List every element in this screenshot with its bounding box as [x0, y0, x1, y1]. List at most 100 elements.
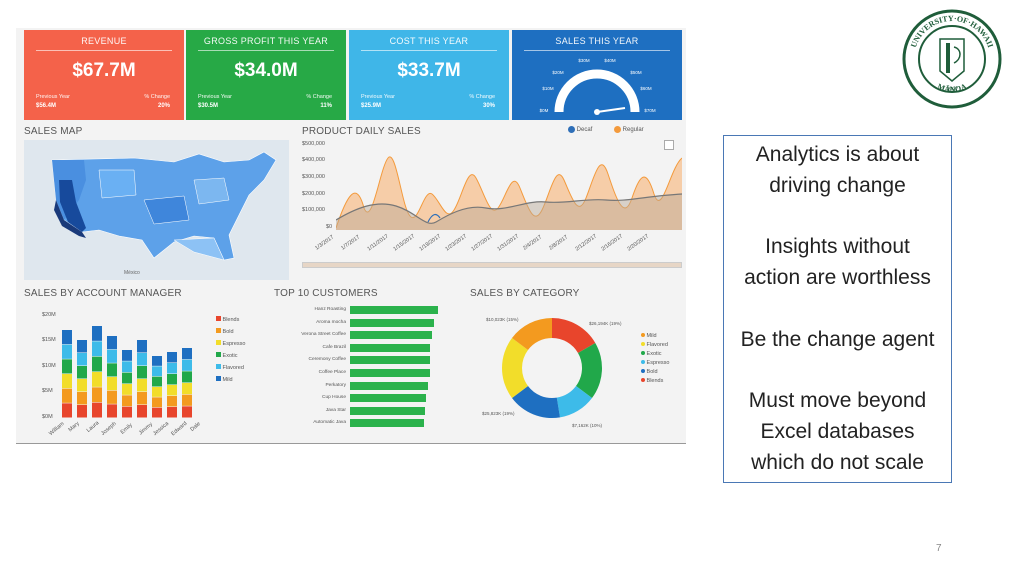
legend-item: Bold — [216, 328, 234, 335]
bar-segment — [167, 396, 177, 407]
textbox-line: Must move beyond — [748, 389, 927, 412]
bar-segment — [137, 366, 147, 379]
bar-segment — [77, 379, 87, 392]
donut-slice — [502, 338, 528, 398]
x-tick: Jimmy — [137, 421, 154, 437]
kpi-sub-left: Previous Year — [36, 94, 70, 100]
customer-bar — [350, 369, 430, 377]
bar-segment — [167, 407, 177, 418]
account-manager-chart — [62, 326, 192, 418]
customer-bar — [350, 381, 428, 390]
gauge-tick: $60M — [640, 86, 652, 91]
x-tick: Jessica — [152, 420, 171, 438]
sales-map: México — [24, 140, 289, 280]
kpi-sales-gauge: SALES THIS YEAR $30M $40M $20M $50M $10M… — [512, 30, 682, 120]
textbox-line: which do not scale — [751, 451, 924, 474]
y-tick: $200,000 — [302, 191, 325, 197]
textbox-line: Analytics is about — [755, 143, 920, 166]
customer-label: Verona Street Coffee — [301, 332, 346, 338]
gauge-chart: $30M $40M $20M $50M $10M $60M $0M $70M — [540, 58, 656, 115]
kpi-sub-right: % Change — [144, 94, 170, 100]
y-tick: $20M — [42, 312, 56, 318]
sales-by-category-title: SALES BY CATEGORY — [470, 288, 580, 299]
bar-segment — [182, 371, 192, 383]
bar-segment — [152, 397, 162, 408]
legend-item: Bold — [641, 369, 658, 375]
kpi-title: GROSS PROFIT THIS YEAR — [203, 36, 329, 46]
gauge-tick: $20M — [552, 70, 564, 75]
y-tick: $5M — [42, 388, 53, 394]
key-points-textbox: Analytics is about driving change Insigh… — [723, 135, 952, 483]
donut-slice — [556, 386, 592, 418]
bar-segment — [167, 352, 177, 363]
kpi-value: $67.7M — [72, 60, 136, 81]
x-tick: 2/8/2017 — [548, 234, 570, 252]
x-tick: 2/4/2017 — [522, 234, 544, 252]
legend-item: Espresso — [216, 340, 245, 347]
x-tick: Edward — [170, 420, 189, 438]
kpi-cost: COST THIS YEAR $33.7M Previous Year % Ch… — [349, 30, 509, 120]
x-tick: Dale — [189, 421, 202, 433]
customer-bar — [350, 331, 432, 340]
customer-label: Cafe Brazil — [322, 344, 346, 350]
kpi-change-value: 20% — [157, 103, 170, 109]
kpi-value: $34.0M — [234, 60, 298, 81]
bar-segment — [122, 372, 132, 384]
bar-segment — [107, 390, 117, 404]
x-tick: 1/3/2017 — [314, 234, 336, 252]
bar-segment — [182, 406, 192, 418]
range-slider[interactable] — [302, 262, 682, 268]
customer-bar — [350, 356, 430, 365]
bar-segment — [107, 349, 117, 363]
y-tick: $500,000 — [302, 141, 325, 147]
customer-label: Automatic Java — [313, 420, 346, 426]
textbox-line: action are worthless — [744, 266, 931, 289]
legend-item: Espresso — [641, 360, 669, 366]
kpi-title: SALES THIS YEAR — [555, 36, 639, 46]
x-tick: Mary — [67, 420, 81, 434]
bar-segment — [137, 379, 147, 392]
customer-bar — [350, 306, 438, 314]
kpi-sub-right: % Change — [469, 94, 495, 100]
y-tick: $10M — [42, 363, 56, 369]
x-tick: 2/20/2017 — [626, 233, 650, 253]
bar-segment — [122, 361, 132, 373]
x-tick: Laura — [85, 420, 101, 434]
gauge-tick: $70M — [644, 108, 656, 113]
bar-segment — [137, 353, 147, 366]
bar-segment — [167, 385, 177, 396]
donut-label: $25,823K (19%) — [482, 411, 515, 416]
bar-segment — [152, 387, 162, 397]
legend-label: Regular — [622, 127, 644, 134]
x-tick: 1/11/2017 — [366, 233, 390, 253]
bar-segment — [77, 353, 87, 366]
bar-segment — [92, 402, 102, 418]
sales-by-account-manager-title: SALES BY ACCOUNT MANAGER — [24, 288, 182, 299]
donut-slice — [576, 343, 602, 398]
x-tick: 1/7/2017 — [340, 234, 362, 252]
x-tick: 2/16/2017 — [600, 233, 624, 253]
bar-segment — [62, 344, 72, 359]
page-number: 7 — [936, 543, 942, 554]
y-tick: $300,000 — [302, 174, 325, 180]
legend-item: Exotic — [641, 351, 662, 357]
kpi-gross-profit: GROSS PROFIT THIS YEAR $34.0M Previous Y… — [186, 30, 346, 120]
y-tick: $0 — [326, 224, 333, 230]
donut-slice — [552, 318, 596, 353]
kpi-title: REVENUE — [81, 36, 127, 46]
x-tick: 2/12/2017 — [574, 233, 598, 253]
legend-regular: Regular — [614, 126, 644, 133]
bar-segment — [152, 376, 162, 387]
customer-label: Aroma mocha — [316, 319, 346, 325]
kpi-change-value: 30% — [482, 103, 495, 109]
kpi-prev-value: $56.4M — [36, 103, 57, 109]
export-icon[interactable] — [664, 140, 674, 150]
category-donut-chart — [502, 318, 602, 419]
y-tick: $15M — [42, 337, 56, 343]
textbox-line: Excel databases — [760, 420, 915, 443]
bar-segment — [122, 406, 132, 418]
x-tick: Emily — [119, 422, 134, 436]
legend-item: Mild — [216, 376, 233, 383]
bar-segment — [182, 394, 192, 406]
bar-segment — [182, 348, 192, 360]
